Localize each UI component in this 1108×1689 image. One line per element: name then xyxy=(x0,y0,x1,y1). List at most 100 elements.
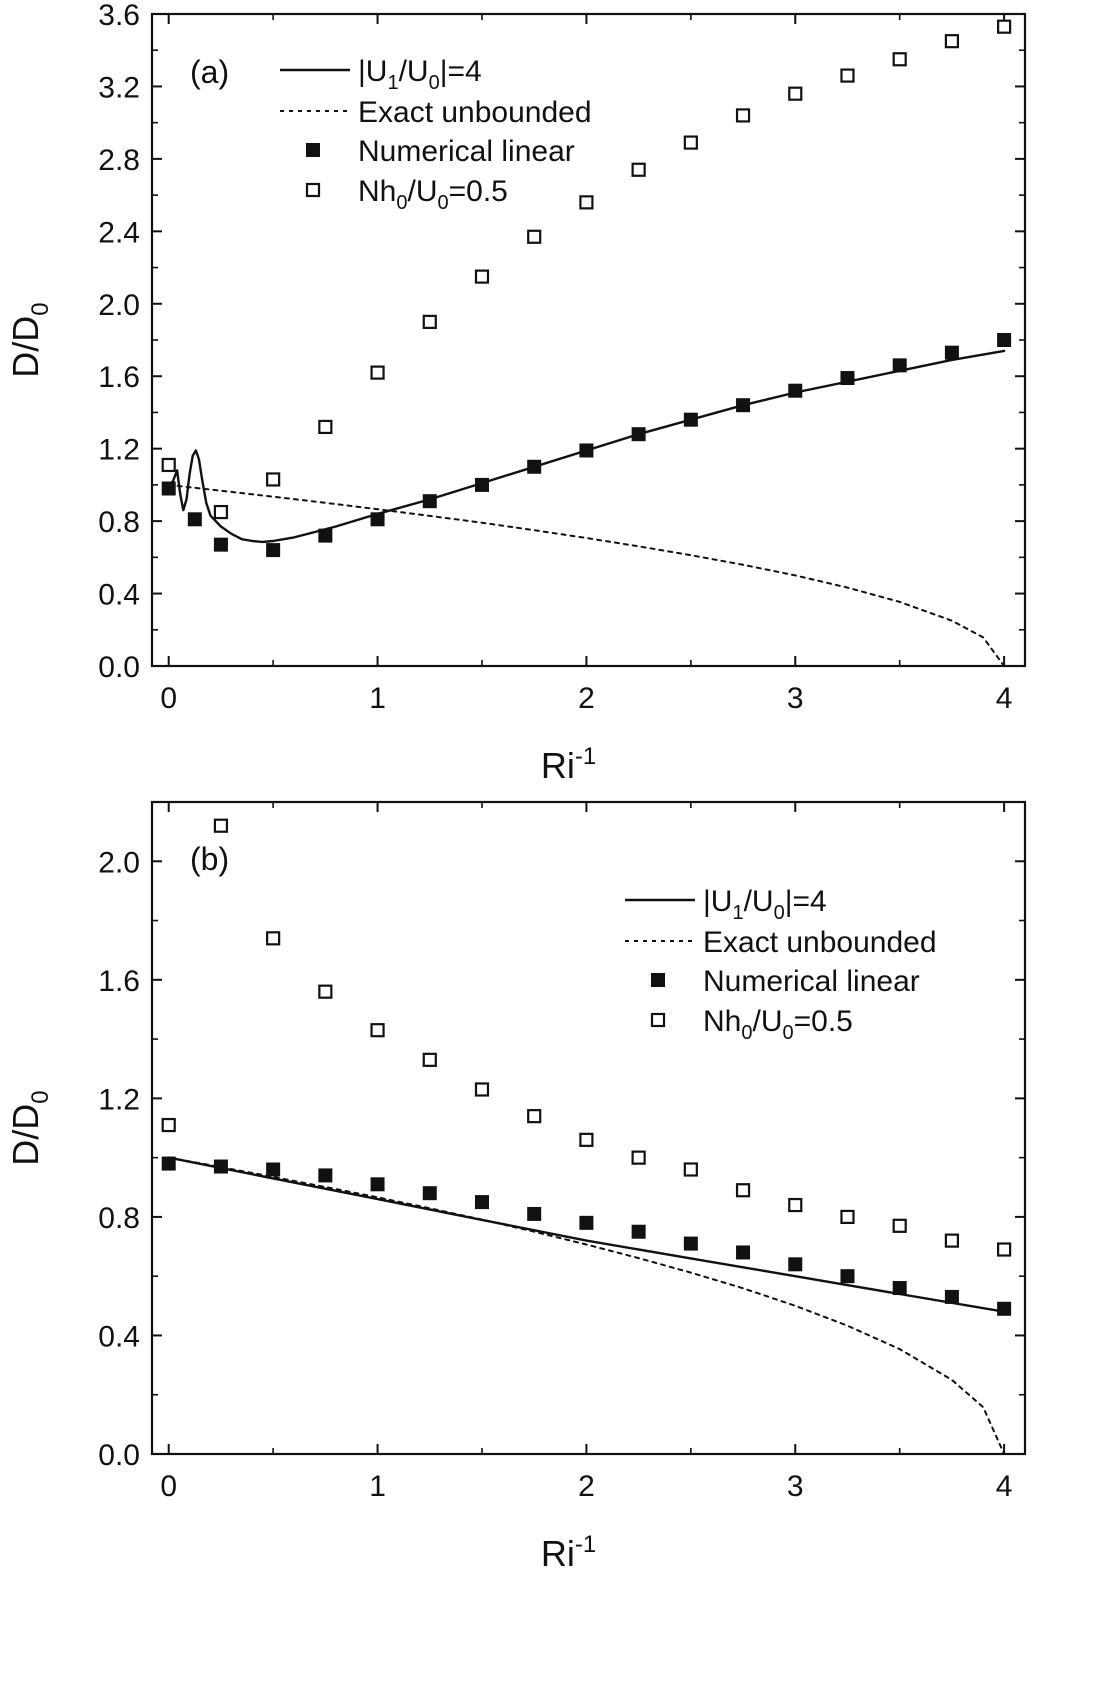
point-nh0-u0 xyxy=(527,229,542,244)
point-numerical-linear xyxy=(997,1301,1012,1316)
point-nh0-u0 xyxy=(422,1052,437,1067)
x-tick-label: 1 xyxy=(369,1470,386,1503)
legend-entry-label: Numerical linear xyxy=(703,965,920,998)
y-tick-label: 1.6 xyxy=(98,965,140,998)
point-nh0-u0 xyxy=(631,1150,646,1165)
point-nh0-u0 xyxy=(735,1183,751,1198)
point-nh0-u0 xyxy=(422,314,437,329)
legend-entry-label: Nh0/U0=0.5 xyxy=(358,175,508,214)
series-line-u1u0 xyxy=(167,349,1006,544)
point-nh0-u0 xyxy=(161,1117,176,1133)
point-numerical-linear xyxy=(840,1269,855,1284)
series-line-exact-unbounded xyxy=(167,483,1006,667)
point-numerical-linear xyxy=(892,358,907,373)
x-tick-label: 4 xyxy=(996,682,1013,715)
point-numerical-linear xyxy=(683,412,698,427)
x-tick-label: 3 xyxy=(787,1470,804,1503)
legend-swatch-open-square xyxy=(650,1012,666,1028)
legend-entry-label: Numerical linear xyxy=(358,135,575,168)
y-tick-label: 2.0 xyxy=(98,846,140,879)
point-nh0-u0 xyxy=(683,1162,698,1177)
legend-entry-label: Exact unbounded xyxy=(703,926,937,959)
y-axis-title: D/D0 xyxy=(5,302,54,377)
point-numerical-linear xyxy=(422,494,437,509)
point-nh0-u0 xyxy=(892,1218,907,1233)
x-tick-label: 4 xyxy=(996,1470,1013,1503)
panel-label: (a) xyxy=(190,54,229,90)
point-numerical-linear xyxy=(579,443,594,458)
point-numerical-linear xyxy=(213,1159,228,1174)
point-numerical-linear xyxy=(318,1168,333,1183)
y-tick-label: 0.8 xyxy=(98,1202,140,1235)
point-nh0-u0 xyxy=(579,195,594,210)
legend-swatch-filled-square xyxy=(306,143,320,157)
y-tick-label: 0.0 xyxy=(98,1439,140,1472)
y-tick-label: 1.6 xyxy=(98,361,140,394)
point-nh0-u0 xyxy=(579,1132,594,1147)
legend-swatch-open-square xyxy=(305,182,321,198)
point-numerical-linear xyxy=(892,1281,907,1296)
point-numerical-linear xyxy=(266,1162,281,1177)
point-nh0-u0 xyxy=(318,419,333,435)
point-numerical-linear xyxy=(631,1224,646,1239)
y-tick-label: 3.6 xyxy=(98,0,140,32)
x-tick-label: 2 xyxy=(578,1470,595,1503)
point-nh0-u0 xyxy=(213,504,229,520)
point-nh0-u0 xyxy=(840,68,855,83)
point-nh0-u0 xyxy=(944,1233,960,1248)
y-axis-title: D/D0 xyxy=(5,1090,54,1165)
point-nh0-u0 xyxy=(213,818,229,833)
point-numerical-linear xyxy=(187,512,202,527)
series-line-u1u0 xyxy=(167,1156,1006,1313)
point-numerical-linear xyxy=(683,1236,698,1251)
x-tick-label: 2 xyxy=(578,682,595,715)
x-tick-label: 0 xyxy=(160,682,177,715)
y-tick-label: 2.4 xyxy=(98,216,140,249)
point-nh0-u0 xyxy=(527,1109,542,1124)
point-numerical-linear xyxy=(631,427,646,442)
point-numerical-linear xyxy=(161,481,176,496)
legend-entry-label: |U1/U0|=4 xyxy=(703,885,827,924)
point-nh0-u0 xyxy=(892,52,907,67)
y-tick-label: 1.2 xyxy=(98,1083,140,1116)
y-tick-label: 0.0 xyxy=(98,651,140,684)
point-numerical-linear xyxy=(579,1215,594,1230)
point-numerical-linear xyxy=(474,477,489,492)
point-nh0-u0 xyxy=(788,86,803,101)
panel-label: (b) xyxy=(190,841,229,877)
point-numerical-linear xyxy=(266,543,281,558)
point-numerical-linear xyxy=(788,1257,803,1272)
x-axis-title: Ri-1 xyxy=(541,743,596,786)
plot-frame xyxy=(150,800,1027,1456)
point-nh0-u0 xyxy=(266,931,281,946)
legend-swatch-filled-square xyxy=(651,973,665,987)
point-numerical-linear xyxy=(318,528,333,543)
point-numerical-linear xyxy=(997,333,1012,347)
x-axis-title: Ri-1 xyxy=(541,1531,596,1574)
y-tick-label: 2.8 xyxy=(98,144,140,177)
panel-a: 0 1 2 3 4 0.0 0.4 0.8 1.2 1.6 2.0 2.4 2.8 3.2 3.6 Ri-1 D… xyxy=(5,0,1027,786)
y-tick-label: 0.4 xyxy=(98,1320,140,1353)
point-nh0-u0 xyxy=(370,365,385,380)
point-numerical-linear xyxy=(422,1186,437,1201)
point-nh0-u0 xyxy=(735,108,751,123)
legend-entry-label: Nh0/U0=0.5 xyxy=(703,1005,853,1044)
point-numerical-linear xyxy=(161,1156,176,1171)
point-numerical-linear xyxy=(944,345,959,360)
legend-entry-label: Exact unbounded xyxy=(358,96,592,129)
point-nh0-u0 xyxy=(161,457,176,473)
y-tick-label: 2.0 xyxy=(98,289,140,322)
point-nh0-u0 xyxy=(944,34,960,49)
point-nh0-u0 xyxy=(474,269,490,284)
point-numerical-linear xyxy=(944,1289,959,1304)
point-nh0-u0 xyxy=(997,1242,1012,1257)
point-numerical-linear xyxy=(213,537,228,552)
point-numerical-linear xyxy=(840,371,855,386)
point-numerical-linear xyxy=(370,1177,385,1192)
y-tick-label: 1.2 xyxy=(98,434,140,467)
point-nh0-u0 xyxy=(788,1197,803,1213)
panel-b: 0 1 2 3 4 0.0 0.4 0.8 1.2 1.6 2.0 Ri-1 D/D0 (b) |U1/U0… xyxy=(5,800,1027,1574)
